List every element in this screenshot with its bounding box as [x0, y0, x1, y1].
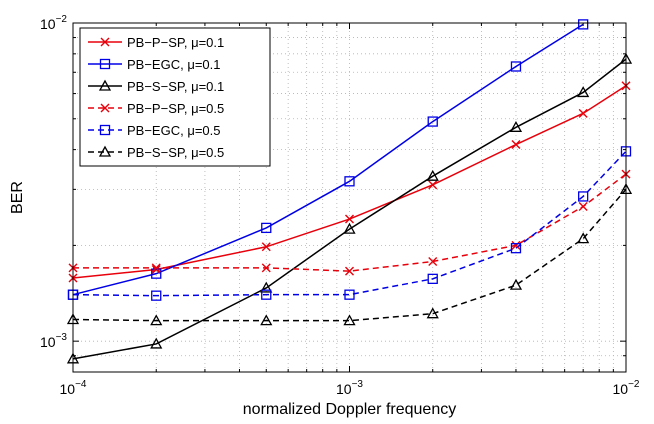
x-marker	[261, 242, 271, 252]
triangle-marker	[98, 145, 112, 157]
x-marker	[511, 140, 521, 150]
square-marker	[578, 19, 589, 30]
triangle-marker	[150, 337, 163, 349]
axis-ticks	[72, 22, 627, 373]
square-marker	[99, 124, 111, 136]
x-marker	[345, 214, 354, 224]
square-marker	[151, 268, 162, 279]
y-tick-label: 10−3	[40, 332, 67, 350]
triangle-marker	[577, 86, 590, 98]
legend-label: PB−P−SP, μ=0.1	[127, 35, 224, 50]
triangle-marker	[509, 278, 523, 290]
x-marker	[578, 108, 588, 118]
square-marker	[261, 289, 272, 300]
square-marker	[99, 58, 111, 70]
triangle-marker	[577, 232, 590, 244]
legend-label: PB−S−SP, μ=0.1	[127, 79, 224, 94]
legend-label: PB−S−SP, μ=0.5	[127, 145, 224, 160]
legend-box	[79, 27, 271, 167]
legend-label: PB−P−SP, μ=0.5	[127, 101, 224, 116]
triangle-marker	[509, 120, 523, 132]
y-axis-label: BER	[9, 181, 26, 214]
series-line-2	[72, 23, 584, 296]
x-tick-label: 10−4	[60, 379, 87, 397]
triangle-marker	[260, 314, 273, 326]
square-marker	[344, 289, 355, 300]
square-marker	[151, 290, 162, 301]
x-tick-label: 10−2	[613, 379, 640, 397]
square-marker	[344, 176, 355, 187]
x-marker	[151, 263, 161, 273]
y-tick-label: 10−2	[40, 14, 67, 32]
x-marker	[428, 180, 438, 190]
square-marker	[578, 191, 589, 202]
triangle-marker	[260, 281, 273, 293]
x-marker	[345, 266, 354, 276]
triangle-marker	[426, 307, 439, 319]
series-line-6	[72, 188, 627, 322]
series-line-5	[72, 150, 627, 297]
square-marker	[510, 243, 522, 254]
series-lines	[72, 23, 627, 360]
triangle-marker	[426, 169, 439, 181]
x-axis-label: normalized Doppler frequency	[243, 401, 456, 418]
axis-tick-labels: 10−4 10−3 10−2 10−3 10−2	[40, 14, 640, 397]
x-marker	[100, 103, 110, 113]
square-marker	[510, 61, 522, 72]
x-marker	[578, 202, 588, 211]
square-marker	[427, 273, 438, 284]
square-marker	[427, 116, 438, 127]
triangle-marker	[150, 314, 163, 326]
x-marker	[428, 256, 438, 266]
series-line-4	[73, 173, 627, 272]
triangle-marker	[343, 222, 356, 234]
legend: PB−P−SP, μ=0.1 PB−EGC, μ=0.1 PB−S−SP, μ=0.…	[79, 27, 271, 167]
series-markers	[66, 19, 633, 364]
square-marker	[261, 222, 272, 234]
x-marker	[511, 240, 521, 250]
x-tick-label: 10−3	[336, 379, 363, 397]
x-marker	[261, 263, 271, 273]
triangle-marker	[98, 79, 112, 91]
triangle-marker	[343, 314, 356, 326]
series-line-3	[72, 58, 627, 360]
legend-label: PB−EGC, μ=0.1	[127, 57, 220, 72]
x-marker	[100, 37, 110, 47]
legend-label: PB−EGC, μ=0.5	[127, 123, 220, 138]
